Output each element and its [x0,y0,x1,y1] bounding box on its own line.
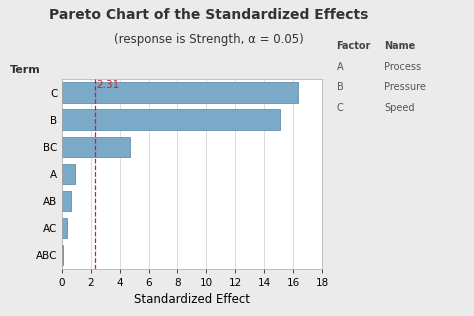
Text: 2.31: 2.31 [97,80,120,90]
Bar [62,245,63,265]
X-axis label: Standardized Effect: Standardized Effect [134,293,250,306]
Text: Speed: Speed [384,103,414,113]
Text: Pressure: Pressure [384,82,426,92]
Text: B: B [337,82,343,92]
Bar [62,137,130,157]
Text: Process: Process [384,62,421,72]
Bar [62,82,298,103]
Text: Name: Name [384,41,415,51]
Text: (response is Strength, α = 0.05): (response is Strength, α = 0.05) [114,33,303,46]
Bar [62,109,280,130]
Text: C: C [337,103,343,113]
Bar [62,164,75,184]
Text: Factor: Factor [337,41,371,51]
Bar [62,218,67,238]
Text: A: A [337,62,343,72]
Text: Term: Term [9,65,40,75]
Bar [62,191,71,211]
Text: Pareto Chart of the Standardized Effects: Pareto Chart of the Standardized Effects [49,8,368,22]
